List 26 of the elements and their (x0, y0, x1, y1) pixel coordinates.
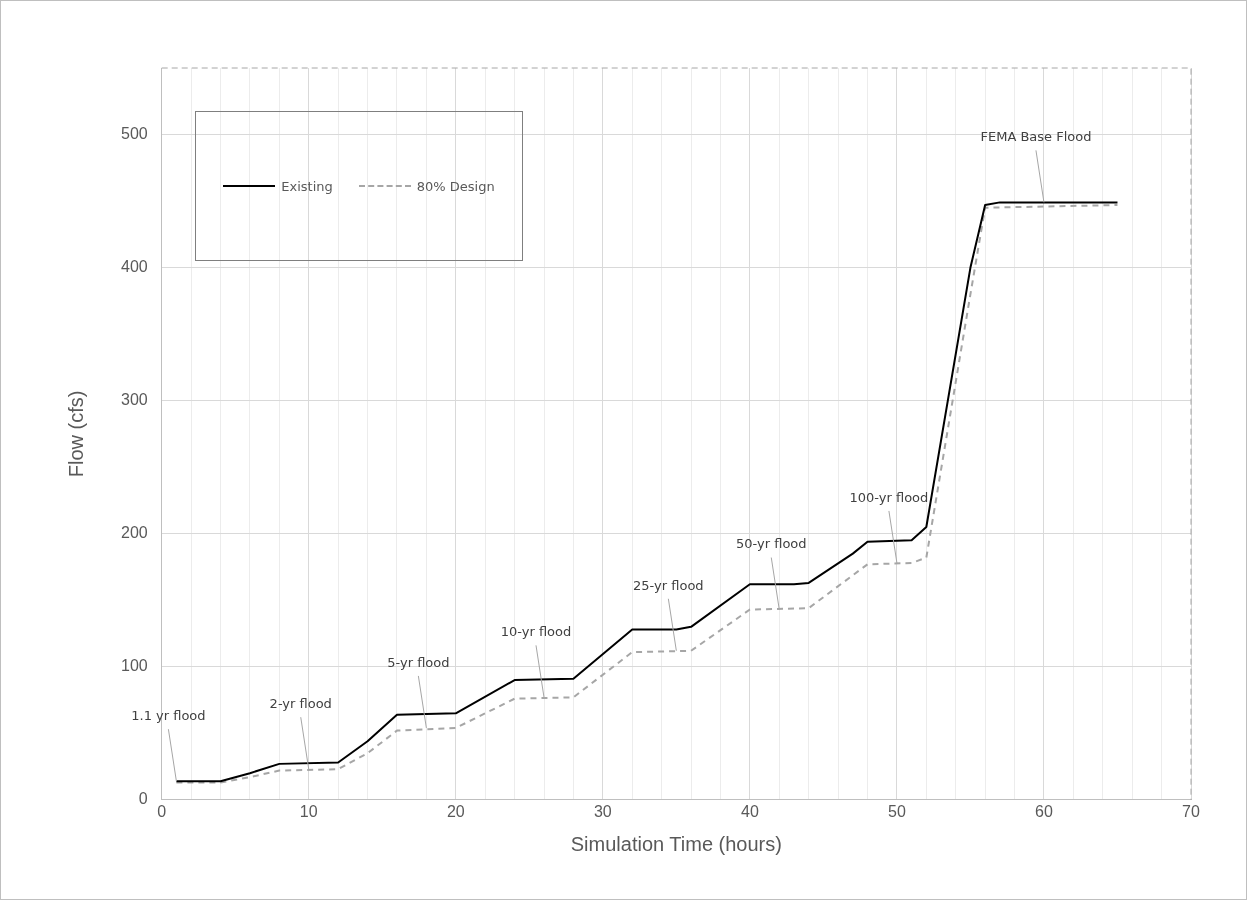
y-tick-label: 500 (120, 124, 148, 142)
x-tick-label: 20 (446, 802, 465, 820)
y-tick-label: 200 (120, 524, 148, 542)
x-tick-label: 0 (157, 802, 167, 820)
annotation: 10-yr flood (500, 624, 572, 640)
annotation: 5-yr flood (387, 654, 450, 670)
annotation: 100-yr flood (849, 489, 929, 505)
x-axis-title: Simulation Time (hours) (570, 832, 782, 855)
annotation: 1.1 yr flood (131, 708, 206, 724)
x-tick-label: 50 (888, 802, 906, 820)
annotation: 25-yr flood (633, 577, 704, 593)
y-tick-label: 300 (120, 391, 148, 409)
x-tick-label: 30 (593, 802, 612, 820)
legend-label: 80% Design (416, 178, 495, 194)
y-tick-label: 0 (138, 790, 148, 808)
y-tick-label: 100 (120, 657, 148, 675)
annotation: 50-yr flood (736, 536, 807, 552)
x-tick-label: 10 (299, 802, 318, 820)
annotation: 2-yr flood (269, 696, 332, 712)
x-tick-label: 70 (1182, 802, 1200, 820)
x-tick-label: 60 (1035, 802, 1053, 820)
x-tick-label: 40 (740, 802, 759, 820)
legend-label: Existing (281, 178, 333, 194)
annotation: FEMA Base Flood (980, 129, 1092, 145)
y-axis-title: Flow (cfs) (64, 390, 87, 478)
y-tick-label: 400 (120, 257, 148, 275)
